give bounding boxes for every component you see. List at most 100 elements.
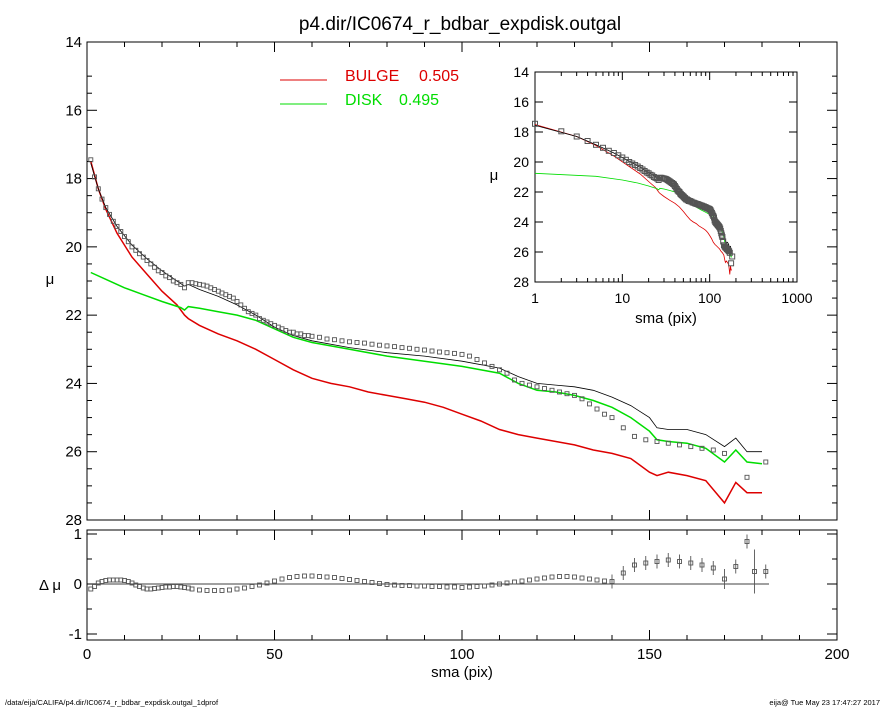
data-point: [95, 186, 101, 192]
residual-point: [489, 582, 495, 588]
residual-point: [542, 575, 547, 581]
residual-point: [643, 560, 649, 566]
inset-y-tick-label: 28: [513, 274, 529, 290]
data-point: [527, 382, 532, 388]
legend: BULGE 0.505 DISK 0.495: [280, 68, 459, 109]
data-point: [148, 261, 154, 267]
data-point: [152, 264, 157, 270]
main-y-tick-label: 24: [65, 375, 82, 392]
inset-data-point: [593, 141, 599, 148]
residual-points: [88, 534, 769, 594]
residual-point: [733, 564, 739, 569]
data-point: [459, 351, 465, 357]
residual-point: [654, 559, 660, 564]
inset-data-point: [726, 248, 733, 255]
residual-point: [309, 573, 315, 579]
data-point: [354, 340, 360, 345]
residual-point: [257, 582, 262, 588]
residual-point: [264, 580, 270, 586]
main-ticks: [86, 41, 838, 521]
inset-data-point: [626, 159, 633, 165]
inset-y-axis-label: μ: [490, 167, 499, 184]
residual-point: [632, 562, 637, 568]
data-point: [88, 157, 94, 163]
data-point: [182, 285, 187, 291]
data-point: [643, 437, 649, 443]
residual-point: [324, 574, 330, 580]
data-point: [114, 223, 120, 229]
legend-bulge-label: BULGE: [345, 68, 399, 85]
residual-point: [294, 574, 300, 579]
data-point: [467, 353, 472, 359]
inset-x-tick-label: 10: [615, 290, 631, 306]
data-point: [92, 174, 97, 180]
residual-point: [204, 588, 210, 593]
data-point: [129, 244, 135, 250]
main-y-tick-label: 26: [65, 444, 82, 461]
residual-point: [227, 587, 232, 593]
inset-data-point: [532, 120, 538, 127]
data-point: [587, 401, 592, 407]
data-point: [474, 357, 480, 362]
main-panel: 14 16 18 20 22 24 26 28 μ BULGE 0.505 DISK 0.49…: [46, 34, 838, 529]
residual-point: [710, 565, 716, 571]
data-point: [242, 305, 247, 311]
residual-point: [392, 582, 397, 588]
data-point: [122, 234, 127, 240]
residual-point: [504, 580, 510, 586]
data-point: [178, 281, 184, 287]
data-point: [137, 251, 142, 257]
residual-point: [579, 575, 585, 581]
residual-point: [459, 585, 465, 590]
x-tick-label: 50: [266, 646, 283, 663]
data-point: [444, 350, 450, 356]
data-point: [407, 345, 412, 351]
data-point: [632, 433, 637, 439]
residual-point: [557, 574, 562, 579]
residual-point: [437, 584, 442, 589]
residual-point: [249, 584, 255, 589]
data-point: [722, 450, 727, 456]
inset-y-tick-label: 22: [513, 184, 529, 200]
residual-point: [665, 557, 671, 563]
residual-point: [467, 584, 472, 590]
inset-y-tick-label: 16: [513, 94, 529, 110]
residual-point: [414, 583, 420, 589]
residual-point: [534, 576, 540, 582]
residual-point: [219, 588, 225, 593]
data-point: [437, 349, 442, 355]
inset-x-tick-label: 100: [698, 290, 722, 306]
residual-point: [317, 574, 322, 579]
main-y-tick-label: 22: [65, 307, 82, 324]
data-point: [140, 254, 146, 260]
inset-data-point: [728, 260, 735, 267]
inset-data-point: [584, 138, 591, 144]
data-point: [452, 350, 457, 356]
inset-y-tick-label: 18: [513, 124, 529, 140]
main-y-tick-labels: 14 16 18 20 22 24 26 28: [65, 34, 82, 529]
residual-point: [699, 562, 705, 568]
data-point: [309, 333, 315, 339]
residual-panel: -101 0 50 100 150 200 Δ μ sma (pix): [39, 526, 850, 681]
inset-x-axis-label: sma (pix): [635, 310, 697, 327]
series-bulge-line: [90, 161, 762, 505]
data-point: [362, 340, 367, 346]
data-point: [347, 339, 352, 345]
main-y-tick-label: 14: [65, 34, 82, 51]
residual-point: [279, 576, 285, 582]
data-point: [118, 229, 124, 234]
data-point: [594, 406, 600, 412]
data-point: [482, 360, 487, 366]
residual-point: [519, 578, 525, 584]
residual-y-tick-label: 0: [74, 576, 82, 593]
data-point: [234, 299, 240, 304]
residual-point: [444, 584, 450, 590]
residual-point: [429, 584, 435, 589]
residual-point: [88, 586, 94, 592]
residual-point: [302, 573, 307, 579]
residual-point: [482, 583, 487, 589]
residual-point: [189, 586, 195, 592]
data-point: [107, 211, 112, 217]
data-point: [512, 377, 517, 383]
residual-point: [242, 585, 247, 591]
